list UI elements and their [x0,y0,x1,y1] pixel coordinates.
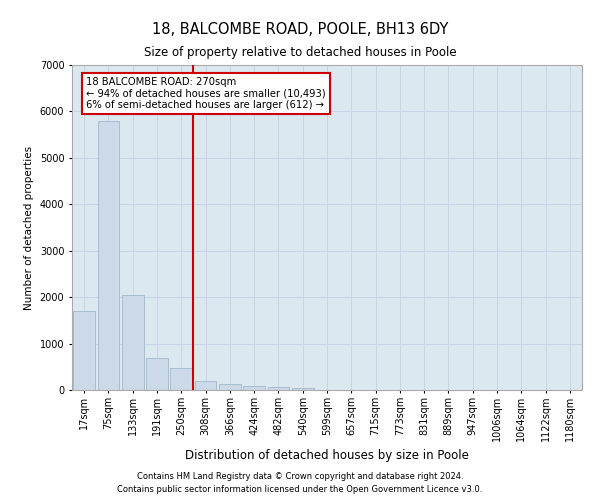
Text: Contains HM Land Registry data © Crown copyright and database right 2024.: Contains HM Land Registry data © Crown c… [137,472,463,481]
Bar [170,368,192,390]
Bar [97,120,119,390]
Bar [73,311,95,390]
Text: Size of property relative to detached houses in Poole: Size of property relative to detached ho… [143,46,457,59]
Bar [243,386,265,390]
Bar [122,295,143,390]
X-axis label: Distribution of detached houses by size in Poole: Distribution of detached houses by size … [185,450,469,462]
Bar [268,388,289,390]
Bar [292,388,314,390]
Bar [146,358,168,390]
Y-axis label: Number of detached properties: Number of detached properties [24,146,34,310]
Bar [219,384,241,390]
Bar [194,380,217,390]
Text: 18 BALCOMBE ROAD: 270sqm
← 94% of detached houses are smaller (10,493)
6% of sem: 18 BALCOMBE ROAD: 270sqm ← 94% of detach… [86,76,326,110]
Text: 18, BALCOMBE ROAD, POOLE, BH13 6DY: 18, BALCOMBE ROAD, POOLE, BH13 6DY [152,22,448,38]
Text: Contains public sector information licensed under the Open Government Licence v3: Contains public sector information licen… [118,485,482,494]
